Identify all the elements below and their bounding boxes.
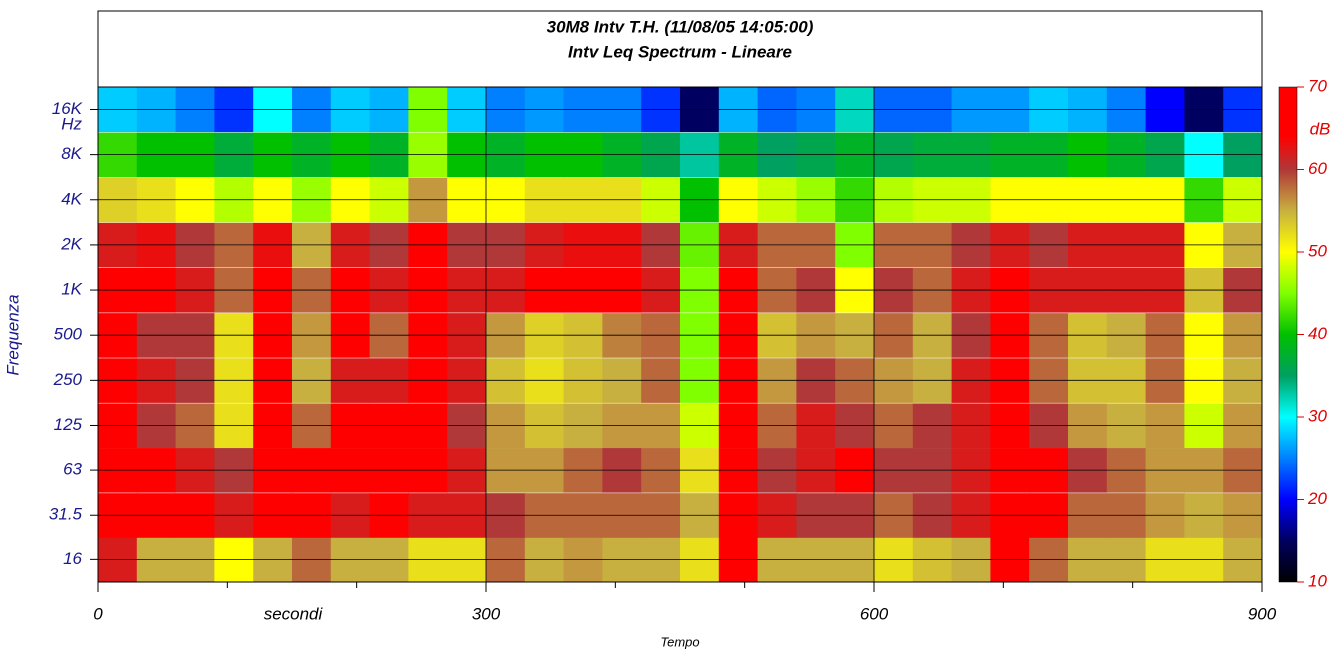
y-tick-label: 1K — [61, 280, 82, 299]
y-tick-label: 16K — [52, 99, 83, 118]
colorbar-label: dB — [1310, 119, 1331, 138]
colorbar-tick-label: 50 — [1308, 241, 1327, 260]
x-tick-label: 600 — [860, 604, 889, 623]
y-tick-label: 250 — [53, 370, 83, 389]
y-tick-label: 16 — [63, 549, 82, 568]
y-tick-label: 8K — [61, 144, 82, 163]
x-unit-label: secondi — [264, 604, 324, 623]
colorbar — [1278, 86, 1298, 583]
colorbar-tick-label: 60 — [1308, 159, 1327, 178]
colorbar-tick-label: 20 — [1307, 489, 1327, 508]
y-tick-label: 500 — [54, 325, 83, 344]
y-tick-label: 31.5 — [49, 505, 83, 524]
heatmap — [98, 87, 1263, 582]
title-box — [97, 10, 1263, 88]
colorbar-tick-label: 40 — [1308, 324, 1327, 343]
colorbar-tick-label: 30 — [1308, 406, 1327, 425]
y-tick-label: 4K — [61, 189, 82, 208]
x-tick-label: 0 — [93, 604, 103, 623]
y-unit-label: Hz — [61, 114, 82, 133]
colorbar-tick-label: 10 — [1308, 571, 1327, 590]
x-axis-title: Tempo — [660, 634, 699, 649]
colorbar-tick-label: 70 — [1308, 76, 1327, 95]
chart-subtitle: Intv Leq Spectrum - Lineare — [568, 42, 792, 61]
y-tick-label: 63 — [63, 460, 82, 479]
y-axis-title: Frequenza — [3, 294, 22, 375]
chart-title: 30M8 Intv T.H. (11/08/05 14:05:00) — [547, 17, 814, 36]
x-tick-label: 300 — [472, 604, 501, 623]
y-tick-label: 2K — [60, 234, 82, 253]
y-tick-label: 125 — [54, 415, 83, 434]
x-tick-label: 900 — [1248, 604, 1277, 623]
